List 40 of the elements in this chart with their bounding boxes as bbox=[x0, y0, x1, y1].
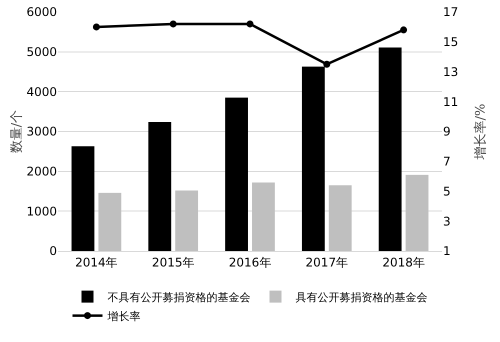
bar bbox=[72, 146, 94, 251]
y-tick-label: 6000 bbox=[26, 5, 57, 20]
y-tick-label: 0 bbox=[49, 244, 57, 258]
y2-tick-label: 9 bbox=[443, 124, 451, 139]
bar bbox=[148, 122, 172, 251]
x-tick-label: 2017年 bbox=[306, 255, 348, 270]
y2-tick-label: 7 bbox=[443, 154, 451, 169]
y2-tick-label: 17 bbox=[443, 5, 458, 20]
y2-tick-label: 11 bbox=[443, 94, 458, 109]
point bbox=[92, 23, 100, 30]
bar bbox=[98, 192, 122, 251]
y2-tick-label: 15 bbox=[443, 35, 458, 50]
y-axis-title: 数量/个 bbox=[9, 110, 24, 154]
y2-tick-label: 3 bbox=[443, 214, 451, 228]
point bbox=[400, 26, 408, 34]
bar bbox=[252, 182, 275, 251]
legend-label: 增长率 bbox=[106, 310, 140, 323]
y-tick-label: 3000 bbox=[26, 124, 57, 139]
legend-label: 不具有公开募捐资格的基金会 bbox=[108, 290, 250, 304]
bar bbox=[225, 98, 248, 251]
x-tick-label: 2018年 bbox=[382, 255, 425, 270]
legend-label: 具有公开募捐资格的基金会 bbox=[296, 290, 428, 304]
y-tick-label: 4000 bbox=[26, 84, 57, 99]
point bbox=[246, 20, 254, 28]
x-tick-label: 2014年 bbox=[75, 255, 118, 270]
x-tick-label: 2016年 bbox=[228, 255, 272, 270]
y-tick-label: 2000 bbox=[26, 164, 57, 179]
point bbox=[323, 60, 330, 68]
y2-tick-label: 5 bbox=[443, 184, 451, 198]
bar bbox=[378, 47, 402, 251]
bar bbox=[328, 185, 352, 251]
y2-tick-label: 1 bbox=[443, 244, 451, 258]
bar bbox=[175, 190, 198, 251]
y2-tick-label: 13 bbox=[443, 64, 458, 79]
y-tick-label: 5000 bbox=[26, 45, 57, 60]
x-tick-label: 2015年 bbox=[152, 255, 194, 270]
bar bbox=[406, 174, 428, 251]
y2-axis-title: 增长率/% bbox=[472, 104, 488, 160]
point bbox=[170, 20, 177, 28]
y-tick-label: 1000 bbox=[26, 204, 57, 218]
